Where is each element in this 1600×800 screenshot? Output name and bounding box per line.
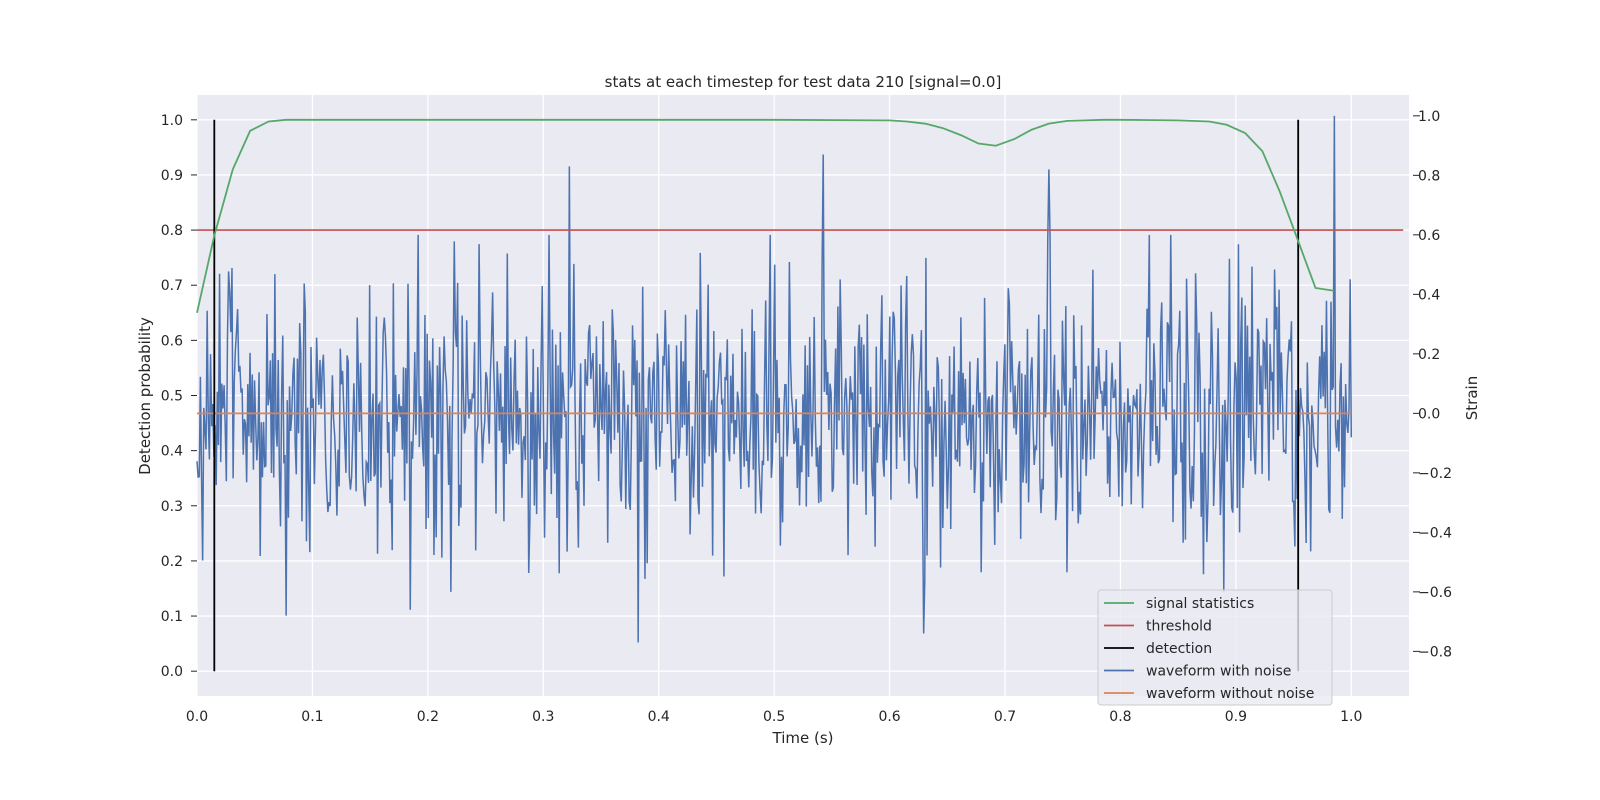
legend-box — [1097, 589, 1333, 706]
x-tick-label: 0.1 — [301, 709, 323, 725]
y2-axis-label: Strain — [1463, 376, 1481, 420]
y2-tick-label: −0.4 — [1418, 525, 1452, 541]
legend-label: waveform without noise — [1146, 686, 1314, 702]
y-tick-label: 0.4 — [161, 444, 183, 460]
plot-content — [196, 115, 1404, 672]
y2-tick-label: 0.6 — [1418, 228, 1440, 244]
x-tick-label: 0.3 — [532, 709, 554, 725]
x-tick-label: 0.5 — [763, 709, 785, 725]
y2-tick-label: −0.2 — [1418, 466, 1452, 482]
x-tick-label: 0.7 — [994, 709, 1016, 725]
chart-title: stats at each timestep for test data 210… — [605, 73, 1002, 91]
y-tick-label: 0.3 — [161, 499, 183, 515]
y2-tick-label: −0.6 — [1418, 585, 1452, 601]
x-tick-label: 0.8 — [1109, 709, 1131, 725]
x-ticks: 0.0 0.1 0.2 0.3 0.4 0.5 0.6 0.7 0.8 0.9 1.0 — [186, 709, 1363, 725]
x-tick-label: 0.6 — [878, 709, 900, 725]
x-tick-label: 1.0 — [1340, 709, 1362, 725]
y-ticks-right: −0.8 −0.6 −0.4 −0.2 0.0 0.2 0.4 0.6 0.8 1.0 — [1413, 109, 1452, 660]
y-tick-label: 0.5 — [161, 389, 183, 405]
y-tick-label: 0.1 — [161, 609, 183, 625]
y-tick-label: 0.6 — [161, 333, 183, 349]
y-tick-label: 0.8 — [161, 223, 183, 239]
y-tick-label: 0.7 — [161, 278, 183, 294]
y-ticks-left: 0.0 0.1 0.2 0.3 0.4 0.5 0.6 0.7 0.8 0.9 1.0 — [161, 113, 197, 680]
legend-label: detection — [1146, 641, 1212, 657]
y-tick-label: 0.9 — [161, 168, 183, 184]
y2-tick-label: −0.8 — [1418, 644, 1452, 660]
legend: signal statistics threshold detection wavef… — [1097, 589, 1333, 706]
y-tick-label: 1.0 — [161, 113, 183, 129]
y2-tick-label: 1.0 — [1418, 109, 1440, 125]
x-tick-label: 0.4 — [648, 709, 670, 725]
y2-tick-label: 0.0 — [1418, 406, 1440, 422]
legend-label: waveform with noise — [1146, 664, 1291, 680]
y-tick-label: 0.0 — [161, 664, 183, 680]
legend-label: threshold — [1146, 619, 1212, 635]
x-tick-label: 0.0 — [186, 709, 208, 725]
y2-tick-label: 0.8 — [1418, 168, 1440, 184]
x-tick-label: 0.2 — [417, 709, 439, 725]
series-signal-statistics — [196, 118, 1335, 313]
legend-label: signal statistics — [1146, 596, 1254, 612]
series-waveform-with-noise — [196, 115, 1353, 643]
y2-tick-label: 0.4 — [1418, 287, 1440, 303]
y-tick-label: 0.2 — [161, 554, 183, 570]
y-axis-label: Detection probability — [136, 317, 154, 475]
x-axis-label: Time (s) — [772, 729, 834, 747]
x-tick-label: 0.9 — [1225, 709, 1247, 725]
y2-tick-label: 0.2 — [1418, 347, 1440, 363]
